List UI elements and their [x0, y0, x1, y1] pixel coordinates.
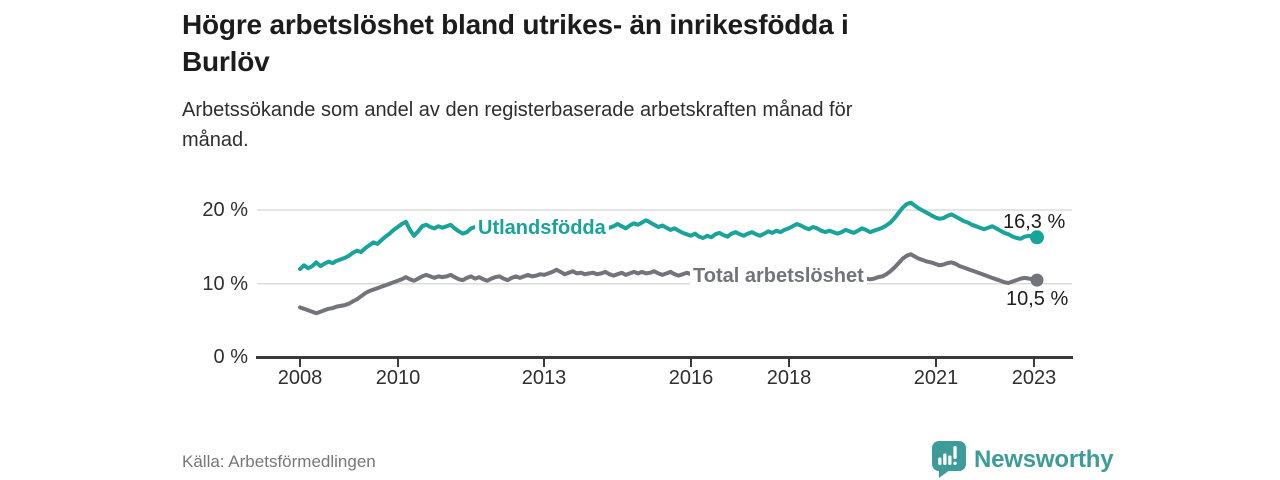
series-label-utlandsfodda: Utlandsfödda — [475, 216, 609, 240]
x-tick-label-2013: 2013 — [521, 367, 567, 389]
page-title: Högre arbetslöshet bland utrikes- än inr… — [182, 6, 1062, 80]
brand-logo: Newsworthy — [932, 441, 1114, 478]
end-value-label-utlandsfodda: 16,3 % — [1003, 211, 1066, 233]
series-label-total: Total arbetslöshet — [690, 264, 867, 288]
line-total — [298, 252, 1039, 316]
x-tick-label-2021: 2021 — [913, 367, 959, 389]
x-tick-label-2016: 2016 — [668, 367, 714, 389]
page-subtitle: Arbetssökande som andel av den registerb… — [182, 95, 1062, 155]
y-tick-label-10: 10 % — [202, 273, 248, 295]
newsworthy-icon-bars — [938, 446, 957, 465]
page-subtitle-line2: månad. — [182, 129, 249, 151]
x-axis-ticks — [299, 359, 1035, 367]
newsworthy-icon — [932, 441, 966, 478]
end-value-label-total: 10,5 % — [1006, 288, 1069, 310]
dot-utlandsfodda — [1030, 230, 1044, 245]
x-tick-label-2010: 2010 — [375, 367, 421, 389]
brand-name: Newsworthy — [974, 445, 1114, 473]
x-tick-label-2008: 2008 — [277, 367, 323, 389]
source-note: Källa: Arbetsförmedlingen — [182, 452, 376, 471]
page-subtitle-line1: Arbetssökande som andel av den registerb… — [182, 99, 853, 121]
page-title-line2: Burlöv — [182, 46, 270, 77]
page-title-line1: Högre arbetslöshet bland utrikes- än inr… — [182, 9, 849, 40]
line-utlandsfodda — [298, 200, 1039, 271]
y-tick-label-20: 20 % — [202, 199, 248, 221]
x-tick-label-2023: 2023 — [1011, 367, 1057, 389]
y-tick-label-0: 0 % — [213, 346, 248, 368]
dot-total — [1030, 273, 1044, 287]
x-tick-label-2018: 2018 — [766, 367, 812, 389]
